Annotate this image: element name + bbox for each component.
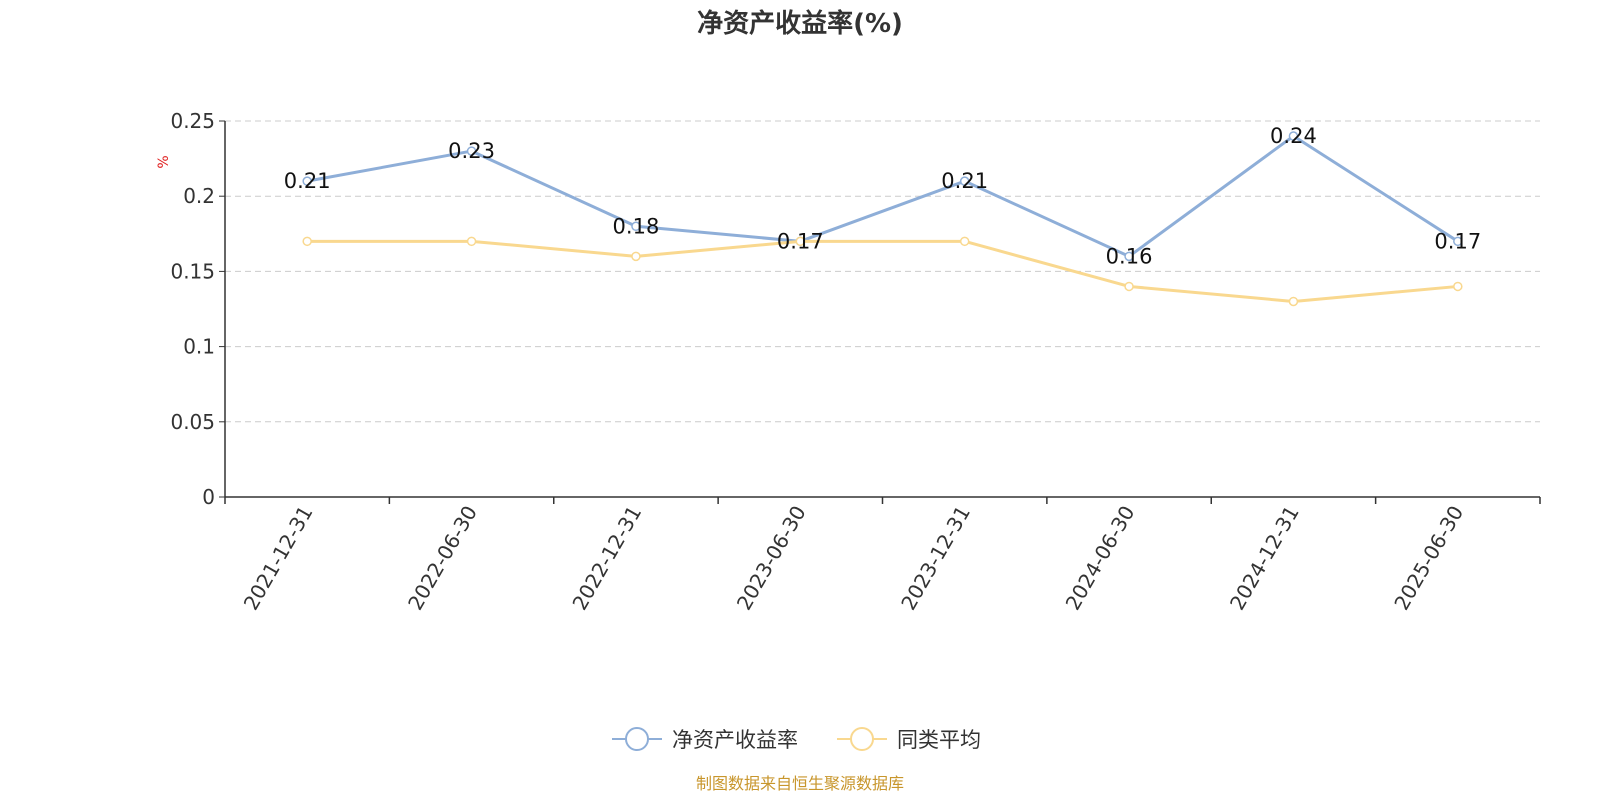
data-label-5: 0.16 <box>1106 244 1153 268</box>
series-0-point-0 <box>302 176 312 186</box>
series-0-point-6 <box>1288 131 1299 141</box>
series-0-point-2 <box>631 221 641 232</box>
y-axis-unit: % <box>156 155 172 168</box>
y-tick-label-1: 0.05 <box>170 410 215 434</box>
data-label-7: 0.17 <box>1434 229 1481 253</box>
source-note: 制图数据来自恒生聚源数据库 <box>696 774 904 793</box>
y-tick-label-2: 0.1 <box>183 335 215 359</box>
x-tick-label-1: 2022-06-30 <box>403 502 482 615</box>
x-tick-label-6: 2024-12-31 <box>1225 502 1304 615</box>
series-1-point-2 <box>631 251 641 262</box>
data-labels: 0.21 0.23 0.18 0.17 0.21 0.16 0.24 0.17 <box>284 124 1481 268</box>
chart-title: 净资产收益率(%) <box>697 8 903 39</box>
x-tick-label-0: 2021-12-31 <box>239 502 318 615</box>
x-tick-label-4: 2023-12-31 <box>896 502 975 615</box>
series <box>302 131 1463 307</box>
legend-swatch-marker-1 <box>850 727 874 751</box>
data-label-6: 0.24 <box>1270 124 1317 148</box>
series-line-0 <box>306 134 1459 258</box>
legend-label-0: 净资产收益率 <box>672 728 798 752</box>
legend-label-1: 同类平均 <box>897 728 981 752</box>
series-1-point-3 <box>795 236 806 247</box>
series-0-point-1 <box>466 146 477 156</box>
series-1-point-6 <box>1288 296 1299 307</box>
series-0-point-7 <box>1453 236 1463 247</box>
axes: 0 0.05 0.1 0.15 0.2 0.25 2021-12-31 2022-06-30 2… <box>170 109 1541 615</box>
series-1-point-1 <box>466 236 477 247</box>
series-1-point-4 <box>959 236 970 247</box>
legend-swatch-marker-0 <box>625 727 649 751</box>
series-line-1 <box>307 239 1458 303</box>
x-tick-label-3: 2023-06-30 <box>732 502 811 615</box>
legend: 净资产收益率 同类平均 <box>612 727 981 752</box>
x-tick-label-2: 2022-12-31 <box>567 502 646 615</box>
x-tick-label-5: 2024-06-30 <box>1060 502 1139 615</box>
data-label-4: 0.21 <box>941 169 988 193</box>
series-1-point-5 <box>1124 281 1134 292</box>
y-tick-label-0: 0 <box>202 485 215 509</box>
data-label-2: 0.18 <box>613 214 660 238</box>
y-tick-label-4: 0.2 <box>183 184 215 208</box>
x-tick-label-7: 2025-06-30 <box>1389 502 1468 615</box>
y-tick-label-5: 0.25 <box>170 109 215 133</box>
series-0-point-4 <box>959 176 970 186</box>
data-label-3: 0.17 <box>777 229 824 253</box>
data-label-1: 0.23 <box>448 139 495 163</box>
series-1-point-0 <box>302 236 312 247</box>
y-tick-label-3: 0.15 <box>170 259 215 283</box>
series-0-point-5 <box>1124 251 1134 262</box>
grid <box>225 120 1540 423</box>
series-1-point-7 <box>1453 281 1463 292</box>
data-label-0: 0.21 <box>284 169 331 193</box>
